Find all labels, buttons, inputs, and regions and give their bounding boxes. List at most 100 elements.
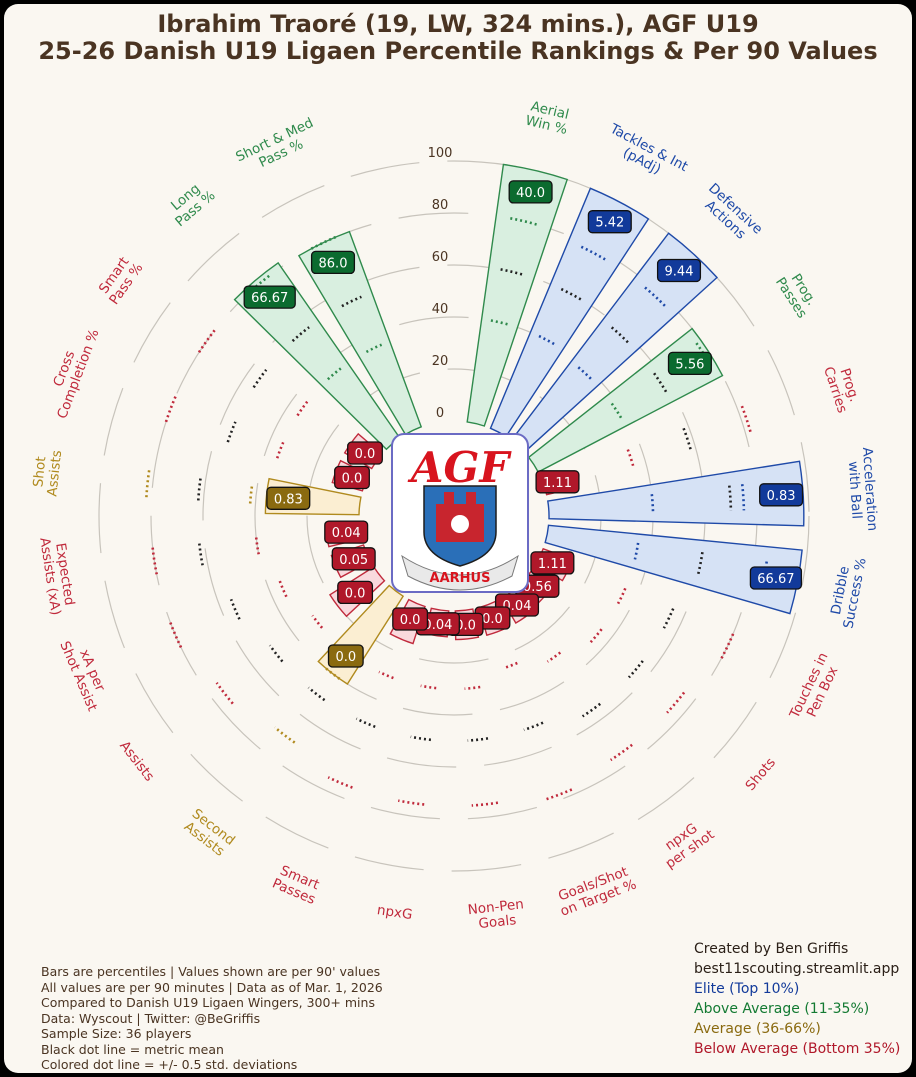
scale-tick: 80: [432, 198, 449, 213]
std-high-dots: [273, 726, 296, 744]
std-low-dots: [616, 587, 627, 605]
std-high-dots: [609, 743, 633, 762]
std-low-dots: [538, 334, 556, 346]
logo-banner: AARHUS: [430, 571, 491, 586]
category-label: DefensiveActions: [695, 180, 766, 248]
std-low-dots: [650, 494, 655, 513]
std-low-dots: [365, 343, 383, 354]
value-badges: 40.0 5.42 9.44 5.56 1.11 0.83 66.67 1.11 0.56 0.0…: [243, 180, 804, 668]
mean-dots: [682, 427, 692, 450]
bar-6: [546, 460, 805, 527]
value-badge: [266, 486, 311, 510]
note-line: Colored dot line = +/- 0.5 std. deviatio…: [41, 1057, 298, 1072]
mean-dots: [728, 485, 733, 511]
legend: Created by Ben Griffis best11scouting.st…: [694, 939, 900, 1059]
value-badge: [334, 465, 370, 490]
scale-tick: 20: [432, 354, 449, 369]
mean-dots: [523, 721, 544, 732]
value-label: 0.56: [523, 580, 552, 595]
value-badge: [327, 644, 364, 668]
mean-dots: [197, 477, 202, 501]
bar-7: [544, 524, 803, 615]
value-badge: [508, 180, 553, 204]
value-badge: [392, 607, 429, 631]
std-high-dots: [327, 776, 353, 789]
std-high-dots: [215, 682, 234, 705]
bar-22: [233, 261, 401, 451]
mean-dots: [653, 372, 668, 393]
std-high-dots: [168, 621, 183, 648]
mean-dots: [229, 598, 241, 620]
value-label: 66.67: [251, 291, 288, 306]
std-high-dots: [740, 405, 752, 433]
value-label: 66.67: [757, 572, 794, 587]
bar-23: [297, 230, 423, 436]
mean-dots: [560, 287, 583, 301]
value-badge: [530, 551, 575, 575]
club-logo: AGF AARHUS: [391, 433, 529, 593]
std-high-dots: [546, 788, 573, 801]
mean-dots: [627, 660, 644, 679]
note-line: All values are per 90 minutes | Data as …: [41, 979, 383, 995]
scale-tick: 40: [432, 302, 449, 317]
std-high-dots: [740, 484, 746, 511]
value-label: 5.42: [595, 216, 624, 231]
value-label: 0.0: [482, 612, 503, 627]
category-label: LongPass %: [163, 176, 219, 230]
category-label: Prog.Carries: [820, 360, 864, 415]
category-label: npxG: [376, 902, 414, 923]
value-label: 0.0: [335, 650, 356, 665]
category-label: Short & MedPass %: [233, 115, 322, 179]
credit-author: Created by Ben Griffis: [694, 941, 849, 957]
category-label: Assists: [116, 738, 157, 785]
mean-dots: [226, 421, 237, 443]
logo-text: AGF: [407, 443, 512, 492]
std-low-dots: [610, 402, 623, 419]
credit-site: best11scouting.streamlit.app: [694, 961, 900, 977]
value-badge: [347, 441, 383, 465]
value-label: 40.0: [516, 186, 545, 201]
chart-frame: Ibrahim Traoré (19, LW, 324 mins.), AGF …: [4, 4, 912, 1073]
std-low-dots: [324, 666, 341, 680]
value-label: 1.11: [543, 476, 572, 491]
legend-average: Average (36-66%): [694, 1021, 821, 1037]
value-label: 0.04: [423, 618, 452, 633]
std-high-dots: [720, 633, 735, 660]
mean-dots: [268, 644, 284, 663]
std-high-dots: [164, 395, 177, 423]
value-badge: [324, 520, 369, 544]
legend-elite: Elite (Top 10%): [694, 981, 800, 997]
scale-ticks: 0 20 40 60 80 100: [428, 146, 453, 421]
std-high-dots: [695, 342, 713, 367]
value-label: 0.0: [345, 586, 366, 601]
std-high-dots: [151, 546, 158, 575]
value-badge: [243, 285, 296, 309]
value-badge: [310, 250, 356, 275]
std-low-dots: [546, 651, 562, 663]
category-label: SmartPasses: [270, 862, 324, 908]
std-low-dots: [248, 484, 254, 504]
chart-subtitle: 25-26 Danish U19 Ligaen Percentile Ranki…: [38, 37, 878, 65]
value-label: 0.0: [355, 447, 376, 462]
mean-dots: [610, 326, 630, 344]
mean-dots: [252, 368, 268, 389]
category-label: SecondAssists: [180, 806, 238, 861]
value-badge: [337, 580, 374, 605]
std-low-dots: [378, 670, 394, 680]
std-high-dots: [471, 801, 499, 807]
category-label: DribbleSuccess %: [826, 554, 870, 630]
mean-dots: [581, 702, 602, 718]
legend-above-average: Above Average (11-35%): [694, 1001, 870, 1017]
category-label: xA perShot Assist: [56, 633, 114, 714]
value-label: 0.0: [400, 613, 421, 628]
category-label: Non-PenGoals: [467, 896, 526, 933]
scale-tick: 60: [432, 250, 449, 265]
std-high-dots: [145, 469, 151, 498]
value-label: 0.05: [339, 553, 368, 568]
mean-dots: [467, 737, 489, 742]
std-high-dots: [510, 217, 538, 226]
value-label: 86.0: [319, 256, 348, 271]
grid-rings: [98, 160, 810, 872]
category-label: ShotAssists: [29, 448, 65, 497]
std-high-dots: [644, 286, 666, 307]
